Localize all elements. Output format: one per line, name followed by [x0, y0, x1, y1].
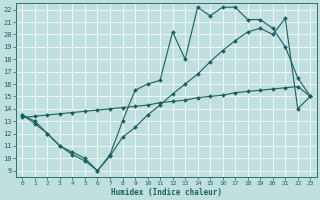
X-axis label: Humidex (Indice chaleur): Humidex (Indice chaleur) — [111, 188, 222, 197]
